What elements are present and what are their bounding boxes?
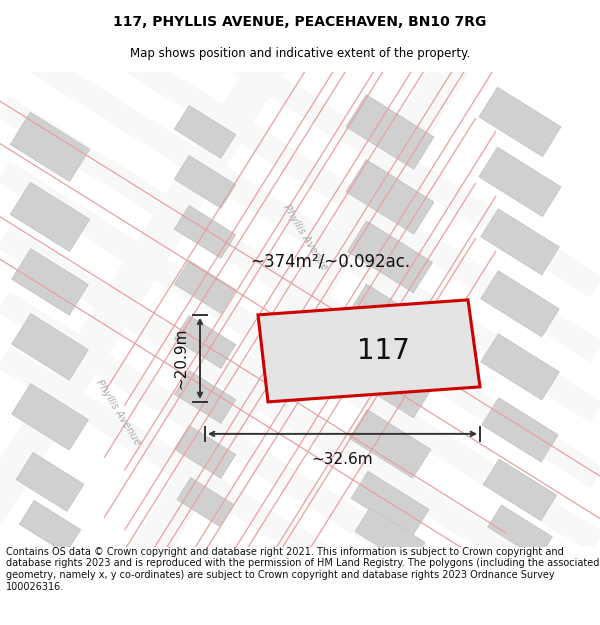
Text: ~20.9m: ~20.9m [173, 328, 188, 389]
Polygon shape [177, 478, 233, 526]
Polygon shape [174, 156, 236, 208]
Polygon shape [479, 147, 561, 217]
Text: Contains OS data © Crown copyright and database right 2021. This information is : Contains OS data © Crown copyright and d… [6, 547, 599, 592]
Polygon shape [483, 459, 557, 521]
Polygon shape [174, 316, 236, 368]
Polygon shape [174, 106, 236, 158]
Polygon shape [481, 334, 559, 400]
Polygon shape [479, 87, 561, 157]
Polygon shape [46, 0, 554, 625]
Polygon shape [0, 226, 600, 618]
Polygon shape [347, 221, 433, 292]
Text: 117, PHYLLIS AVENUE, PEACEHAVEN, BN10 7RG: 117, PHYLLIS AVENUE, PEACEHAVEN, BN10 7R… [113, 14, 487, 29]
Polygon shape [258, 300, 480, 402]
Polygon shape [174, 206, 236, 258]
Polygon shape [349, 409, 431, 478]
Polygon shape [174, 371, 236, 423]
Polygon shape [481, 209, 559, 275]
Text: ~374m²/~0.092ac.: ~374m²/~0.092ac. [250, 253, 410, 271]
Polygon shape [11, 384, 88, 450]
Polygon shape [346, 159, 434, 234]
Text: Phyllis Avenue: Phyllis Avenue [281, 202, 329, 271]
Polygon shape [11, 314, 88, 380]
Polygon shape [0, 161, 600, 552]
Polygon shape [19, 501, 81, 553]
Polygon shape [10, 182, 90, 251]
Polygon shape [346, 94, 434, 169]
Polygon shape [174, 426, 236, 478]
Polygon shape [11, 249, 88, 315]
Text: ~32.6m: ~32.6m [311, 452, 373, 467]
Polygon shape [488, 505, 553, 559]
Polygon shape [0, 0, 600, 298]
Text: 117: 117 [357, 337, 410, 365]
Polygon shape [481, 271, 559, 337]
Polygon shape [0, 291, 600, 625]
Polygon shape [347, 284, 433, 356]
Text: Map shows position and indicative extent of the property.: Map shows position and indicative extent… [130, 48, 470, 61]
Polygon shape [0, 346, 600, 625]
Polygon shape [347, 346, 433, 418]
Text: Phyllis Avenue: Phyllis Avenue [94, 378, 142, 446]
Polygon shape [0, 0, 600, 362]
Polygon shape [174, 261, 236, 313]
Polygon shape [0, 96, 600, 488]
Polygon shape [482, 398, 558, 462]
Polygon shape [10, 112, 90, 181]
Polygon shape [0, 0, 369, 625]
Polygon shape [351, 471, 429, 536]
Polygon shape [16, 452, 84, 511]
Polygon shape [355, 508, 425, 566]
Polygon shape [0, 31, 600, 422]
